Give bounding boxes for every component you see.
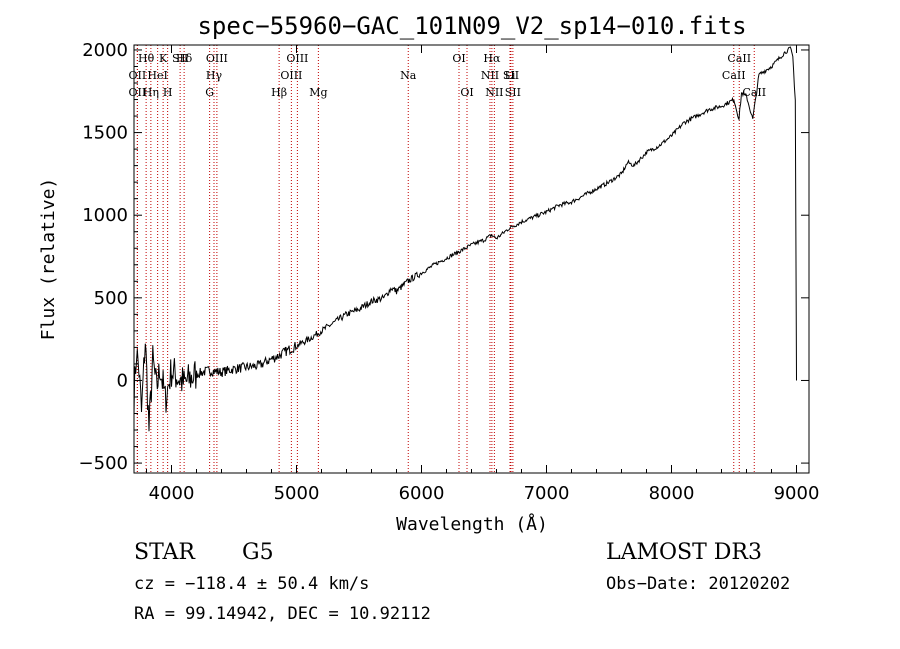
coordinates: RA = 99.14942, DEC = 10.92112 — [134, 604, 431, 624]
line-label-OII_2: OII — [129, 86, 147, 99]
line-label-CaII_2: CaII — [742, 86, 766, 99]
line-label-HeI_1: HeI — [147, 69, 167, 82]
survey-name: LAMOST DR3 — [606, 540, 762, 565]
plot-frame — [133, 44, 810, 474]
y-tick-label-2000: 2000 — [82, 40, 128, 61]
line-label-Hη_2: Hη — [143, 86, 159, 99]
line-label-SII_0: SII — [172, 52, 188, 65]
y-tick-label-0: 0 — [117, 370, 128, 391]
y-tick-label--500: −500 — [79, 453, 128, 474]
x-tick-label-4000: 4000 — [149, 483, 195, 504]
line-label-OIII_0: OIII — [286, 52, 308, 65]
line-label-CaII_1: CaII — [722, 69, 746, 82]
redshift-cz: cz = −118.4 ± 50.4 km/s — [134, 574, 370, 594]
x-axis-ticks: 4000 5000 6000 7000 8000 9000 — [146, 45, 820, 504]
line-label-K_0: K — [159, 52, 168, 65]
line-label-Mg_2: Mg — [309, 86, 327, 99]
x-tick-label-5000: 5000 — [274, 483, 320, 504]
line-label-NII_2: NII — [485, 86, 503, 99]
observation-date: Obs−Date: 20120202 — [606, 574, 791, 594]
spectral-line-markers — [136, 45, 755, 473]
spectral-subclass: G5 — [242, 540, 274, 565]
x-axis-label: Wavelength (Å) — [396, 513, 548, 535]
y-axis-label: Flux (relative) — [38, 178, 59, 341]
line-label-OI_0: OI — [452, 52, 465, 65]
x-tick-label-8000: 8000 — [649, 483, 695, 504]
object-class: STAR — [134, 540, 195, 565]
line-label-Hγ_1: Hγ — [206, 69, 223, 82]
x-tick-label-7000: 7000 — [524, 483, 570, 504]
line-label-OII_1: OII — [129, 69, 147, 82]
line-label-OIII_0: OIII — [206, 52, 228, 65]
line-label-H_2: H — [163, 86, 173, 99]
y-tick-label-1500: 1500 — [82, 123, 128, 144]
chart-title: spec−55960−GAC_101N09_V2_sp14−010.fits — [197, 12, 746, 40]
line-label-Li_1: Li — [505, 69, 516, 82]
line-label-SII_2: SII — [505, 86, 521, 99]
line-label-NII_1: NII — [481, 69, 499, 82]
line-label-Hα_0: Hα — [483, 52, 501, 65]
y-axis-ticks: −500 0 500 1000 1500 2000 — [79, 40, 809, 474]
line-label-OIII_1: OIII — [280, 69, 302, 82]
line-label-OI_2: OI — [460, 86, 473, 99]
flux-series-line — [133, 46, 797, 432]
line-label-Hβ_2: Hβ — [271, 86, 287, 99]
y-tick-label-500: 500 — [94, 288, 128, 309]
line-label-Hδ_0: Hδ — [176, 52, 193, 65]
line-label-Hθ_0: Hθ — [138, 52, 155, 65]
line-label-G_2: G — [205, 86, 214, 99]
y-tick-label-1000: 1000 — [82, 205, 128, 226]
line-label-CaII_0: CaII — [727, 52, 751, 65]
line-label-SII_1: SII — [503, 69, 519, 82]
x-tick-label-9000: 9000 — [774, 483, 820, 504]
line-label-Na_1: Na — [400, 69, 417, 82]
x-tick-label-6000: 6000 — [399, 483, 445, 504]
